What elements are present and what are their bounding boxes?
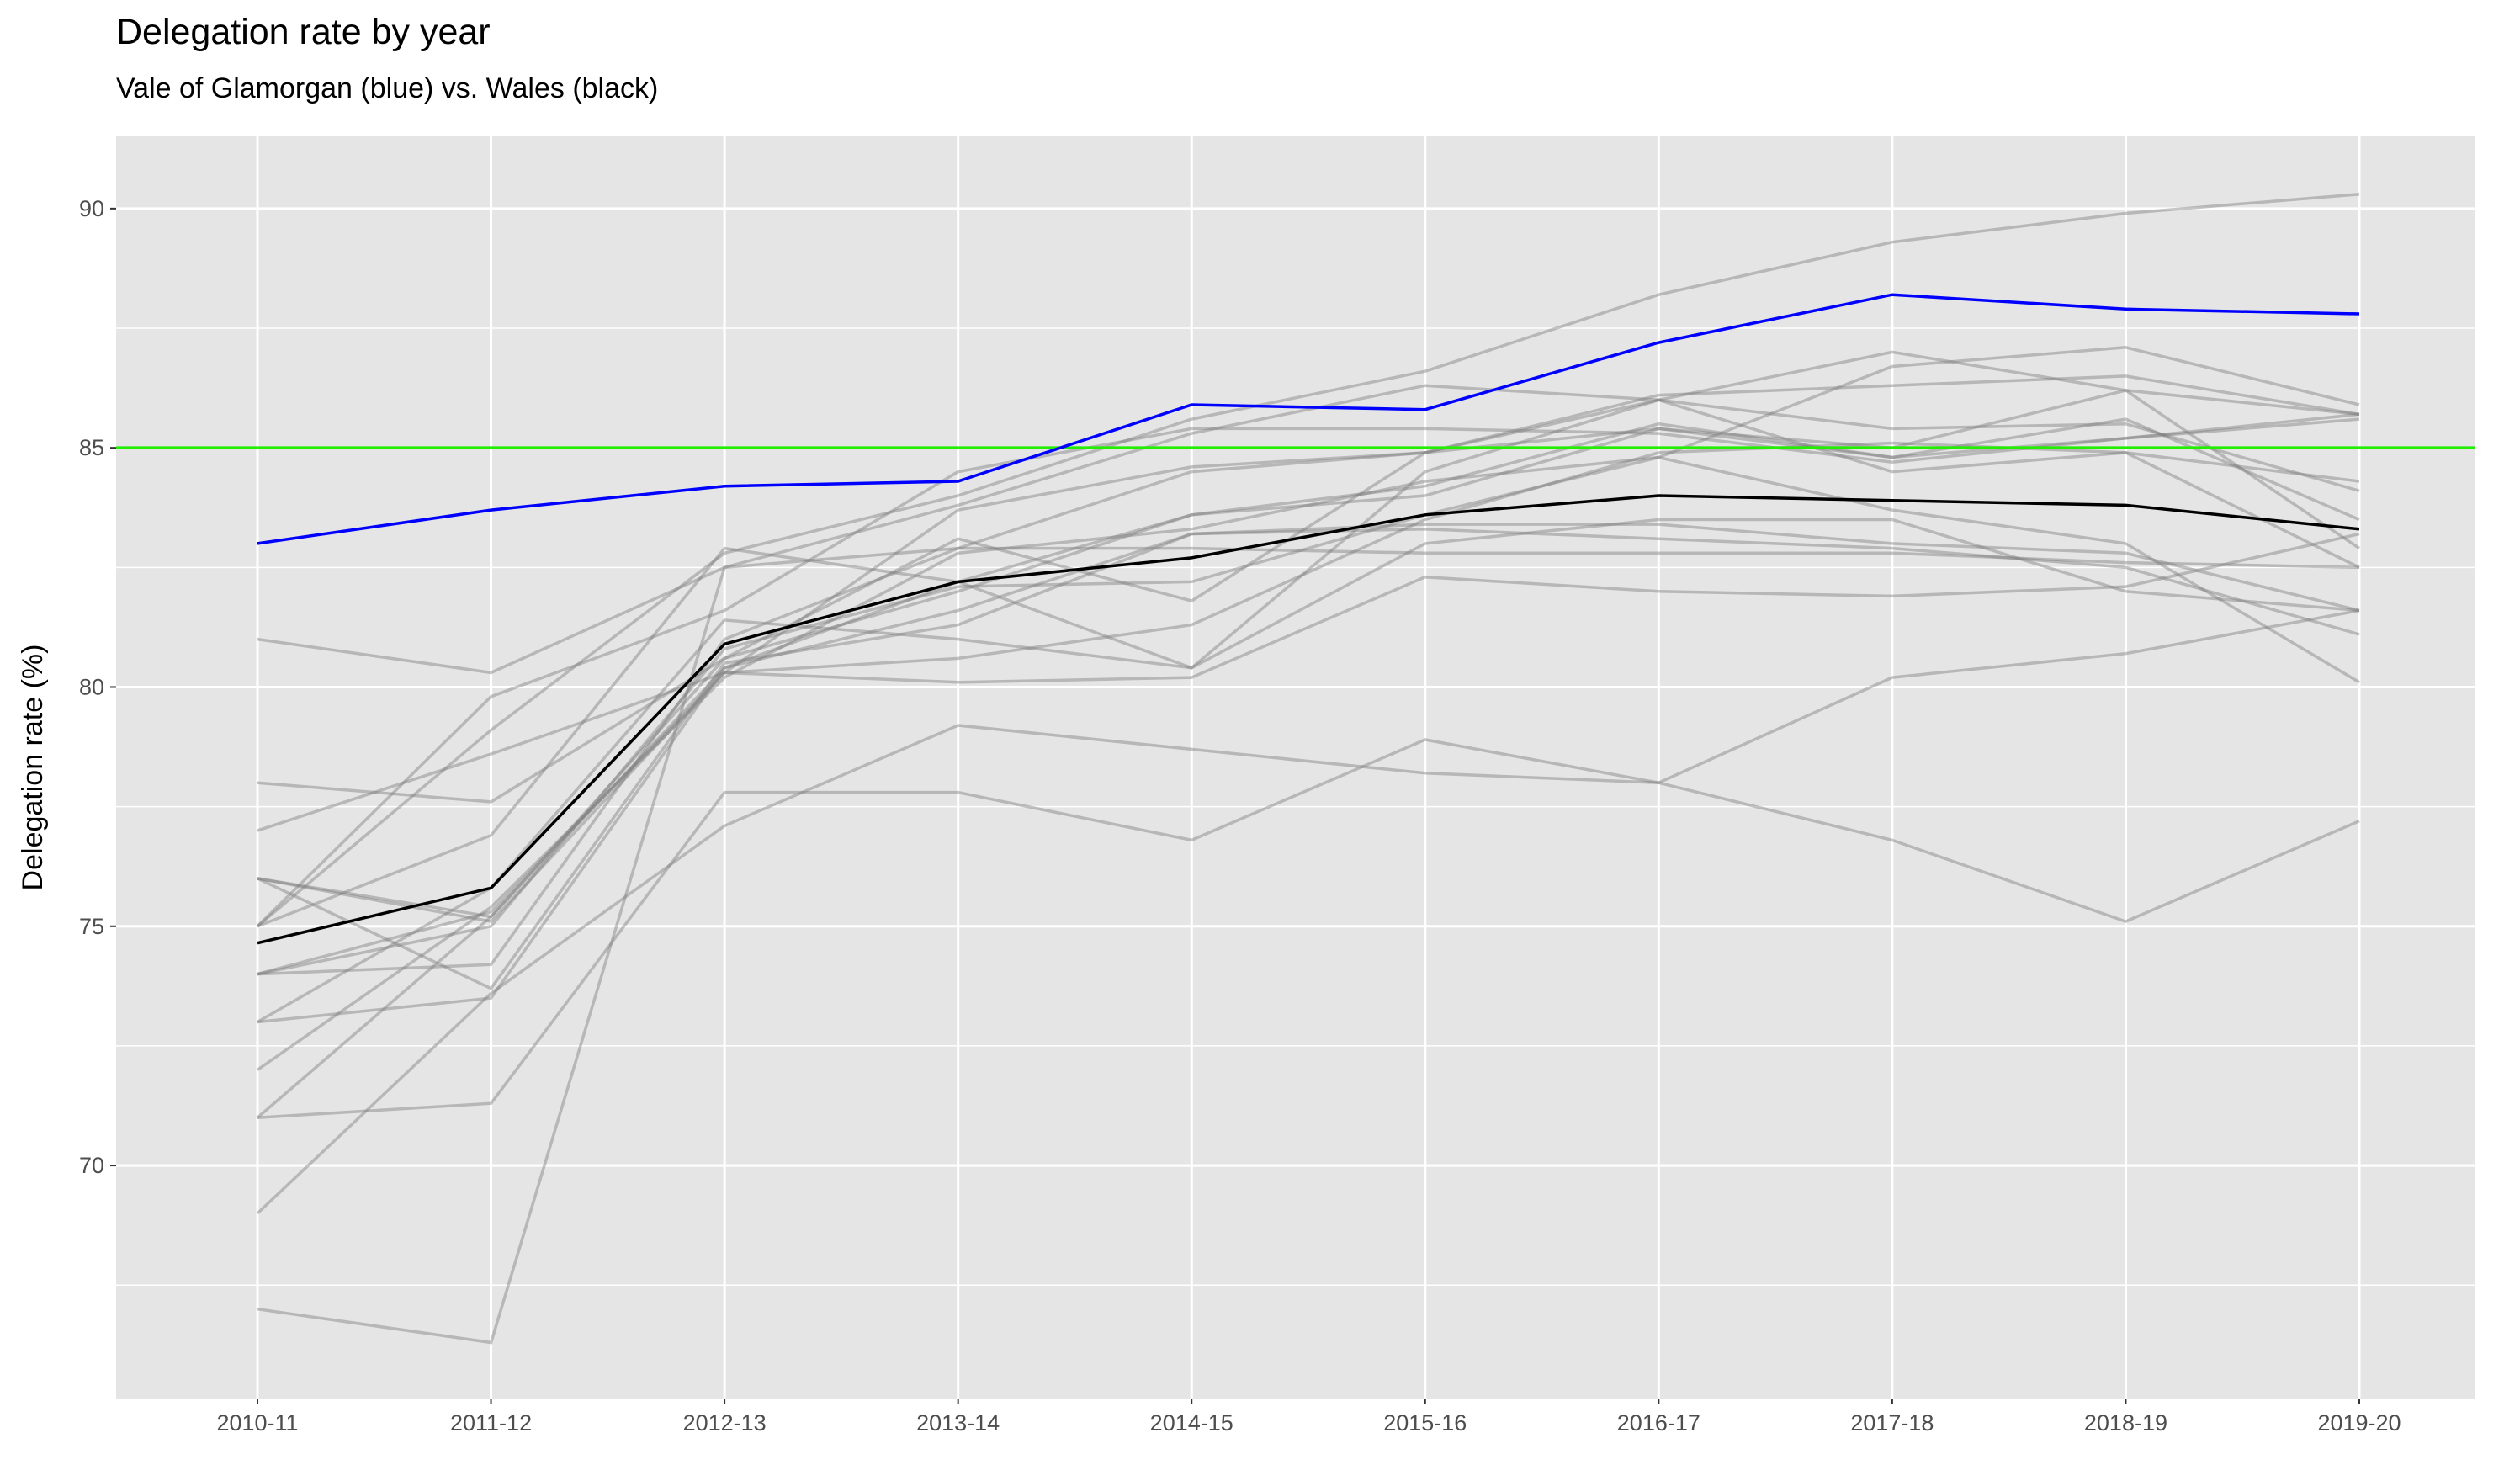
y-tick-label: 85 (79, 435, 104, 460)
x-tick-label: 2013-14 (916, 1410, 1000, 1436)
chart-title: Delegation rate by year (116, 12, 491, 52)
authority-line-9 (257, 389, 2360, 976)
y-tick-label: 70 (79, 1153, 104, 1178)
authority-line-16 (256, 193, 2360, 928)
authority-line-19 (257, 455, 2360, 976)
chart-subtitle: Vale of Glamorgan (blue) vs. Wales (blac… (116, 72, 659, 104)
x-tick-label: 2010-11 (216, 1410, 298, 1436)
authority-line-5 (257, 528, 2360, 990)
authority-line-18 (257, 350, 2360, 923)
y-tick-label: 90 (79, 196, 104, 221)
x-tick-label: 2018-19 (2084, 1410, 2167, 1436)
vale-of-glamorgan-line (257, 293, 2360, 545)
authority-line-11 (256, 346, 2360, 1071)
plot-panel (116, 136, 2475, 1399)
y-axis-label: Delegation rate (%) (17, 645, 49, 891)
authority-line-15 (257, 384, 2360, 1345)
x-tick-label: 2019-20 (2317, 1410, 2401, 1436)
y-tick-label: 75 (79, 914, 104, 939)
wales-line (257, 494, 2360, 945)
x-tick-label: 2015-16 (1383, 1410, 1467, 1436)
x-tick-label: 2012-13 (683, 1410, 767, 1436)
authority-line-7 (257, 398, 2360, 928)
authority-line-13 (257, 608, 2360, 1119)
authority-line-17 (257, 518, 2360, 1024)
y-tick-label: 80 (79, 674, 104, 699)
authority-line-6 (256, 417, 2360, 928)
authority-line-2 (257, 417, 2360, 804)
x-tick-label: 2016-17 (1617, 1410, 1700, 1436)
authority-line-4 (257, 523, 2360, 919)
authority-line-12 (256, 374, 2360, 1119)
authority-line-3 (257, 532, 2360, 832)
authority-line-1 (257, 546, 2360, 675)
authority-line-14 (256, 724, 2360, 1215)
x-tick-label: 2014-15 (1150, 1410, 1233, 1436)
x-tick-label: 2017-18 (1850, 1410, 1934, 1436)
x-tick-label: 2011-12 (450, 1410, 532, 1436)
